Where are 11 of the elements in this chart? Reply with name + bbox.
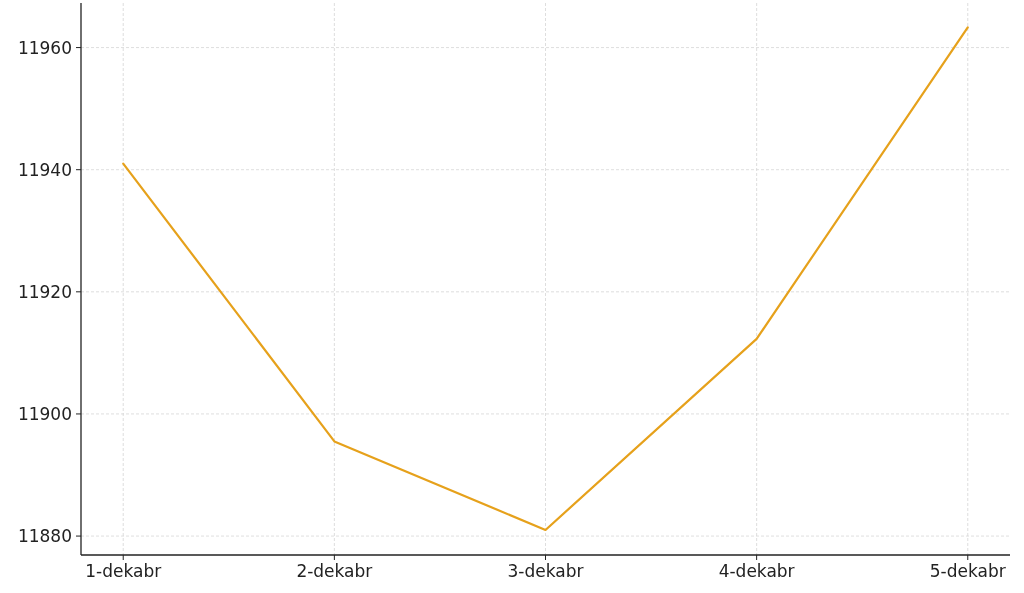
y-tick-label: 11920 [17, 281, 72, 302]
y-tick-label: 11880 [17, 526, 72, 547]
y-tick-label: 11960 [17, 37, 72, 58]
x-tick-label: 3-dekabr [507, 561, 584, 581]
y-tick-label: 11940 [17, 159, 72, 180]
line-series [122, 26, 969, 532]
y-tick-label: 11900 [17, 403, 72, 424]
x-tick-label: 5-dekabr [929, 561, 1006, 581]
x-tick-label: 2-dekabr [296, 561, 373, 581]
x-tick-label: 1-dekabr [85, 561, 162, 581]
x-tick-label: 4-dekabr [718, 561, 795, 581]
